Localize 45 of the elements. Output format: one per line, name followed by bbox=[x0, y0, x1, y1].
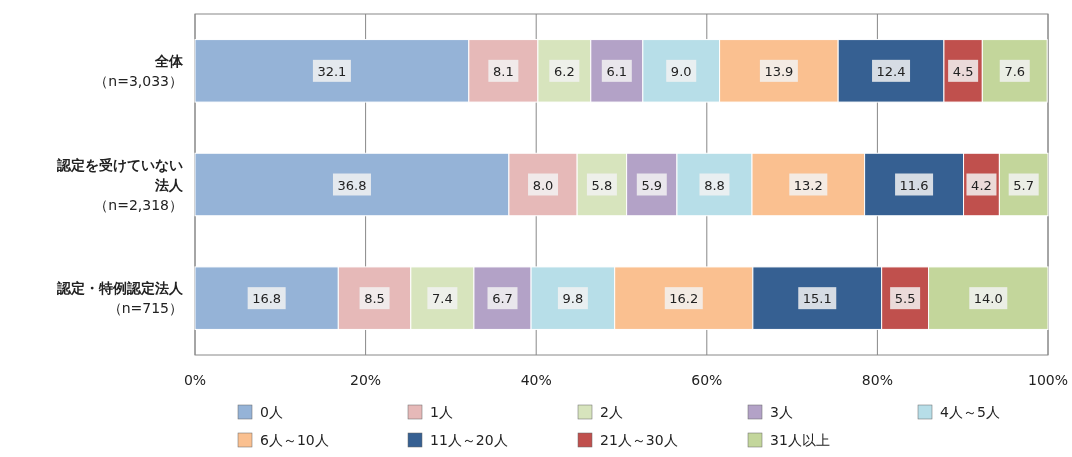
data-label: 15.1 bbox=[802, 291, 832, 307]
data-label: 11.6 bbox=[899, 177, 929, 193]
x-tick-label: 60% bbox=[691, 372, 723, 388]
data-label: 36.8 bbox=[337, 177, 367, 193]
data-label: 6.7 bbox=[492, 291, 513, 307]
data-label: 8.1 bbox=[493, 63, 514, 79]
data-label: 8.0 bbox=[532, 177, 554, 193]
data-label: 5.9 bbox=[641, 177, 663, 193]
data-label: 13.2 bbox=[793, 177, 823, 193]
legend-label: 21人～30人 bbox=[600, 432, 678, 448]
data-label: 16.2 bbox=[669, 291, 699, 307]
data-label: 6.1 bbox=[606, 63, 628, 79]
data-label: 9.0 bbox=[670, 63, 692, 79]
legend-label: 1人 bbox=[430, 404, 453, 420]
data-label: 7.4 bbox=[432, 291, 453, 307]
data-label: 5.8 bbox=[591, 177, 613, 193]
data-label: 14.0 bbox=[973, 291, 1003, 307]
legend-label: 31人以上 bbox=[770, 432, 830, 448]
y-tick-label: 認定を受けていない法人（n=2,318） bbox=[56, 156, 184, 213]
legend-label: 6人～10人 bbox=[260, 432, 329, 448]
data-label: 5.7 bbox=[1013, 177, 1035, 193]
data-label: 4.5 bbox=[952, 63, 974, 79]
legend-label: 4人～5人 bbox=[940, 404, 1000, 420]
data-label: 5.5 bbox=[894, 291, 916, 307]
data-label: 9.8 bbox=[562, 291, 584, 307]
legend-label: 2人 bbox=[600, 404, 623, 420]
legend-label: 0人 bbox=[260, 404, 283, 420]
data-label: 7.6 bbox=[1004, 63, 1026, 79]
data-label: 6.2 bbox=[554, 63, 575, 79]
legend-label: 11人～20人 bbox=[430, 432, 508, 448]
data-label: 13.9 bbox=[764, 63, 794, 79]
x-tick-label: 80% bbox=[861, 372, 893, 388]
y-tick-label: 全体（n=3,033） bbox=[94, 52, 184, 89]
x-tick-label: 40% bbox=[520, 372, 552, 388]
data-label: 8.8 bbox=[704, 177, 725, 193]
legend-label: 3人 bbox=[770, 404, 793, 420]
data-label: 8.5 bbox=[364, 291, 385, 307]
x-tick-label: 100% bbox=[1027, 372, 1069, 388]
data-label: 12.4 bbox=[876, 63, 906, 79]
x-tick-label: 20% bbox=[350, 372, 382, 388]
data-label: 16.8 bbox=[252, 291, 282, 307]
x-tick-label: 0% bbox=[183, 372, 207, 388]
y-tick-label: 認定・特例認定法人（n=715） bbox=[56, 280, 184, 317]
data-label: 4.2 bbox=[971, 177, 992, 193]
data-label: 32.1 bbox=[317, 63, 347, 79]
